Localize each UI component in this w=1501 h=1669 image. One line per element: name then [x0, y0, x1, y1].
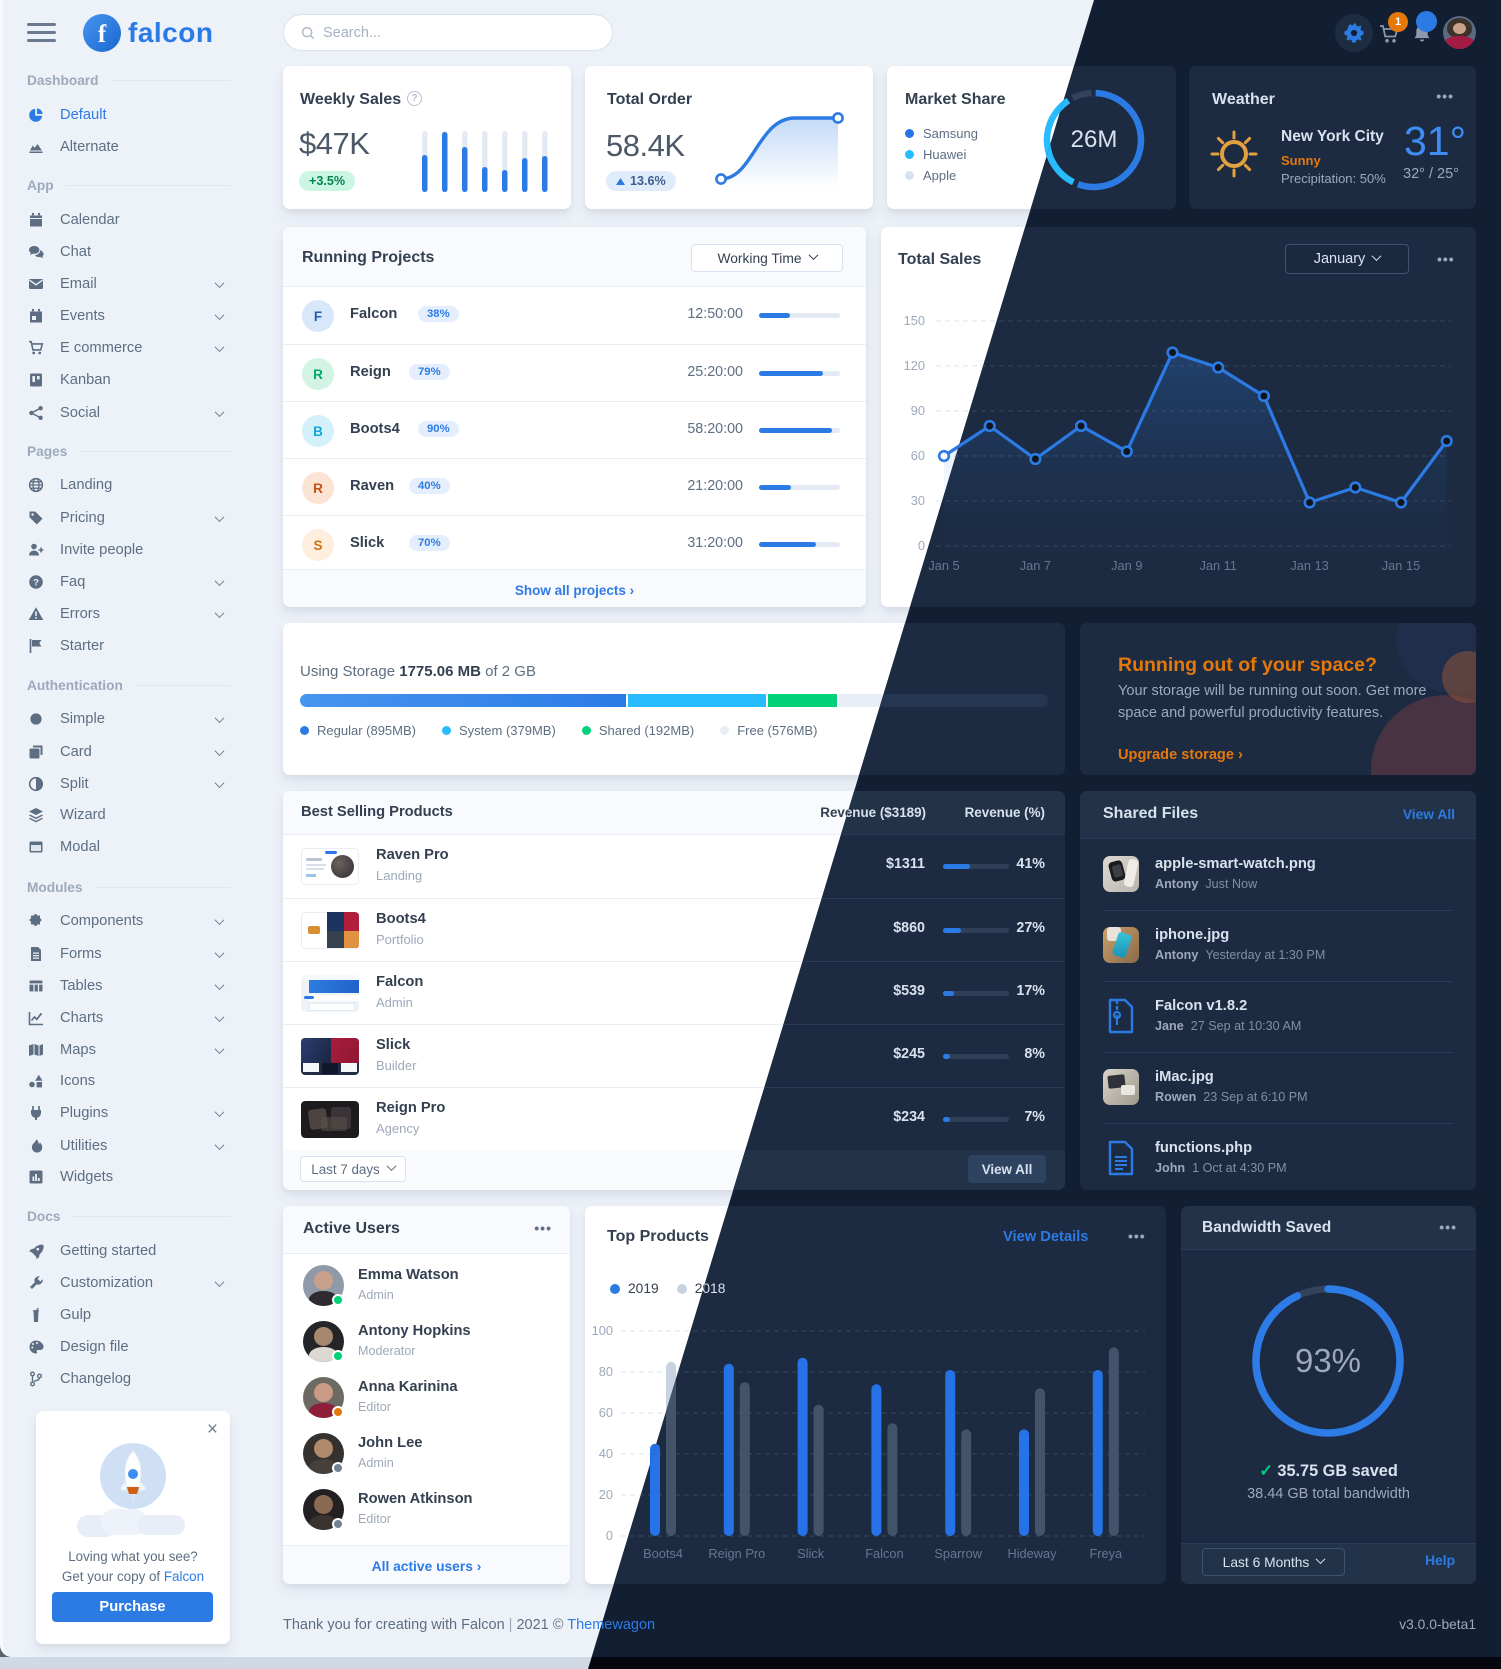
svg-text:30: 30: [911, 493, 925, 508]
svg-text:0: 0: [606, 1528, 613, 1543]
svg-text:40: 40: [599, 1446, 613, 1461]
svg-text:120: 120: [904, 358, 925, 373]
svg-text:f: f: [98, 21, 107, 48]
svg-text:Jan 15: Jan 15: [1382, 558, 1420, 573]
svg-text:80: 80: [599, 1364, 613, 1379]
svg-text:Jan 5: Jan 5: [928, 558, 959, 573]
svg-text:100: 100: [592, 1323, 613, 1338]
svg-text:Reign Pro: Reign Pro: [708, 1546, 765, 1561]
svg-text:Sparrow: Sparrow: [934, 1546, 982, 1561]
svg-text:90: 90: [911, 403, 925, 418]
svg-text:Freya: Freya: [1089, 1546, 1123, 1561]
svg-text:20: 20: [599, 1487, 613, 1502]
svg-text:Falcon: Falcon: [865, 1546, 903, 1561]
svg-text:150: 150: [904, 313, 925, 328]
svg-text:Slick: Slick: [797, 1546, 825, 1561]
svg-text:Jan 11: Jan 11: [1199, 558, 1236, 573]
svg-text:Jan 9: Jan 9: [1111, 558, 1142, 573]
svg-text:?: ?: [33, 577, 39, 588]
svg-text:Jan 7: Jan 7: [1020, 558, 1051, 573]
svg-text:60: 60: [911, 448, 925, 463]
svg-text:Hideway: Hideway: [1007, 1546, 1057, 1561]
svg-text:Boots4: Boots4: [643, 1546, 683, 1561]
svg-text:0: 0: [918, 538, 925, 553]
svg-text:60: 60: [599, 1405, 613, 1420]
svg-text:Jan 13: Jan 13: [1290, 558, 1328, 573]
